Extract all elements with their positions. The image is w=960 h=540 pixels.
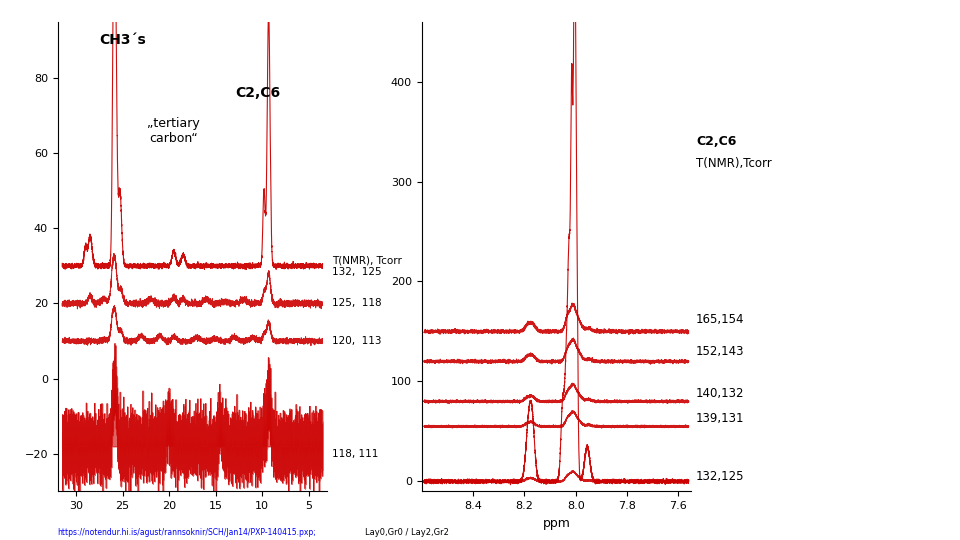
Text: 120,  113: 120, 113 — [332, 336, 381, 346]
Text: Lay0,Gr0 / Lay2,Gr2: Lay0,Gr0 / Lay2,Gr2 — [365, 528, 448, 537]
Text: 152,143: 152,143 — [696, 345, 745, 358]
Text: 132,125: 132,125 — [696, 470, 745, 483]
Text: „tertiary
carbon“: „tertiary carbon“ — [148, 117, 201, 145]
Text: 125,  118: 125, 118 — [332, 299, 382, 308]
Text: T(NMR), Tcorr
132,  125: T(NMR), Tcorr 132, 125 — [332, 255, 402, 276]
Text: https://notendur.hi.is/agust/rannsoknir/SCH/Jan14/PXP-140415.pxp;: https://notendur.hi.is/agust/rannsoknir/… — [58, 528, 317, 537]
Text: 118, 111: 118, 111 — [332, 449, 378, 459]
Text: 165,154: 165,154 — [696, 313, 745, 326]
Text: CH3´s: CH3´s — [100, 33, 146, 48]
Text: C2,C6: C2,C6 — [696, 135, 736, 148]
Text: 139,131: 139,131 — [696, 412, 745, 425]
X-axis label: ppm: ppm — [542, 517, 570, 530]
Text: C2,C6: C2,C6 — [235, 86, 280, 100]
Text: T(NMR),Tcorr: T(NMR),Tcorr — [696, 157, 772, 170]
Text: 140,132: 140,132 — [696, 387, 745, 400]
